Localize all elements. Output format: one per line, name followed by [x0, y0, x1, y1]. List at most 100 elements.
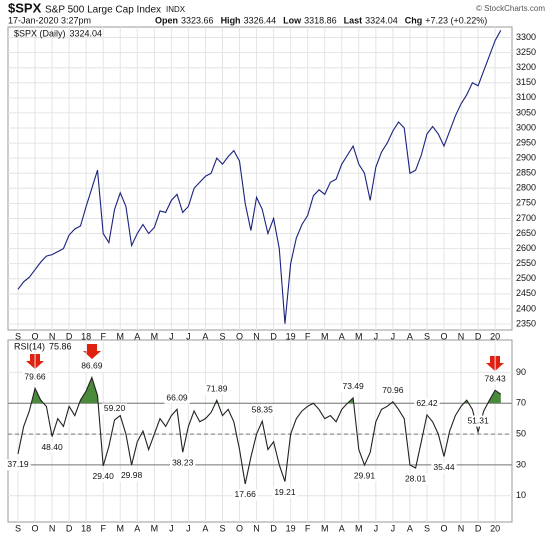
x-tick-label: M [151, 523, 159, 533]
value-label: 51.31 [467, 415, 489, 425]
y-tick-label: 3250 [516, 47, 536, 57]
x-tick-label: J [186, 331, 191, 341]
y-tick-label: 2450 [516, 288, 536, 298]
x-tick-label: O [32, 523, 39, 533]
x-tick-label: D [475, 331, 482, 341]
x-tick-label: N [49, 523, 56, 533]
x-tick-label: J [169, 331, 174, 341]
value-label-box [482, 373, 508, 385]
value-label-bg [204, 383, 230, 395]
y-tick-label: 2600 [516, 243, 536, 253]
x-tick-label: A [339, 523, 345, 533]
quote-label: Chg [405, 15, 423, 25]
value-label-bg [340, 381, 366, 393]
y-tick-label: 2500 [516, 273, 536, 283]
y-tick-label: 2650 [516, 228, 536, 238]
value-label-box [232, 489, 258, 501]
value-label-box [414, 398, 440, 410]
x-tick-label: A [202, 523, 208, 533]
value-label: 58.35 [252, 404, 274, 414]
quote-value: 3326.44 [244, 15, 277, 25]
x-tick-label: M [151, 331, 159, 341]
value-label: 59.20 [104, 403, 126, 413]
x-tick-label: N [458, 523, 465, 533]
y-tick-label: 2550 [516, 258, 536, 268]
quote-value: 3323.66 [181, 15, 214, 25]
x-tick-label: M [116, 331, 124, 341]
value-label: 19.21 [274, 487, 296, 497]
x-tick-label: J [374, 523, 379, 533]
value-label-bg [101, 403, 128, 415]
y-tick-label: 3050 [516, 107, 536, 117]
overbought-fill [18, 377, 501, 404]
legend-label: RSI(14) [14, 341, 45, 351]
x-tick-label: M [116, 523, 124, 533]
symbol: $SPX [8, 0, 42, 15]
price-panel [7, 26, 513, 331]
value-label-box [101, 403, 128, 415]
x-tick-label: A [407, 331, 413, 341]
legend-value: 75.86 [49, 341, 72, 351]
value-label-bg [164, 392, 190, 404]
quote-label: High [221, 15, 241, 25]
value-label-bg [482, 373, 508, 385]
value-label-bg [90, 471, 116, 483]
quote-label: Low [283, 15, 302, 25]
x-tick-label: D [270, 523, 277, 533]
x-tick-label: S [15, 331, 21, 341]
value-label: 28.01 [405, 473, 427, 483]
y-tick-label: 90 [516, 367, 526, 377]
value-label-box [39, 442, 65, 454]
x-tick-label: 20 [490, 331, 500, 341]
value-label: 66.09 [166, 393, 188, 403]
quote-label: Last [344, 15, 363, 25]
x-tick-label: D [66, 523, 73, 533]
value-label-bg [232, 489, 258, 501]
y-tick-label: 3300 [516, 32, 536, 42]
y-tick-label: 2750 [516, 198, 536, 208]
value-label-bg [249, 404, 275, 416]
y-tick-label: 30 [516, 459, 526, 469]
x-tick-label: 20 [490, 523, 500, 533]
value-label-bg [170, 457, 196, 469]
value-label-bg [272, 487, 298, 499]
value-label-box [164, 392, 190, 404]
value-label-box [204, 383, 230, 395]
y-tick-label: 2350 [516, 318, 536, 328]
value-label: 62.42 [416, 398, 438, 408]
x-tick-label: J [391, 331, 396, 341]
legend-label: $SPX (Daily) [14, 28, 66, 38]
value-label: 86.69 [81, 361, 103, 371]
x-tick-label: M [321, 331, 329, 341]
value-label-box [340, 381, 366, 393]
value-label-bg [431, 462, 457, 474]
value-label: 71.89 [206, 384, 228, 394]
value-label: 73.49 [342, 381, 364, 391]
y-tick-label: 50 [516, 428, 526, 438]
value-label: 70.96 [382, 385, 404, 395]
y-tick-label: 3150 [516, 77, 536, 87]
x-tick-label: F [305, 523, 311, 533]
x-tick-label: A [134, 523, 140, 533]
value-label-box [90, 471, 116, 483]
y-tick-label: 3200 [516, 62, 536, 72]
value-label-box [272, 487, 298, 499]
exchange: INDX [166, 5, 186, 14]
value-label-box [380, 385, 406, 397]
x-tick-label: F [305, 331, 311, 341]
x-tick-label: O [440, 331, 447, 341]
quote-value: +7.23 (+0.22%) [425, 15, 487, 25]
x-tick-label: D [270, 331, 277, 341]
x-tick-label: D [475, 523, 482, 533]
x-tick-label: F [100, 331, 106, 341]
value-label-box [249, 404, 275, 416]
value-label-box [170, 457, 196, 469]
series-line [17, 375, 502, 485]
value-label-bg [39, 442, 65, 454]
x-tick-label: J [186, 523, 191, 533]
value-label-bg [79, 360, 105, 372]
value-label: 78.43 [484, 373, 506, 383]
x-tick-label: J [374, 331, 379, 341]
value-label: 29.40 [93, 471, 115, 481]
